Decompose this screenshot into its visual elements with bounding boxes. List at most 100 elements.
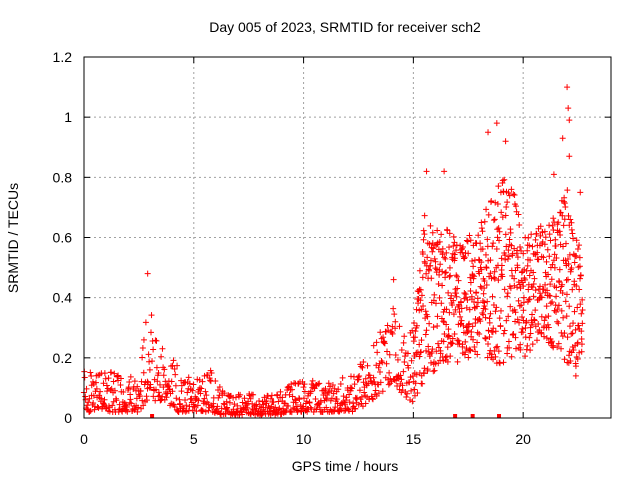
data-point xyxy=(417,286,424,293)
data-point xyxy=(457,299,464,306)
data-point xyxy=(507,303,514,310)
baseline-markers xyxy=(150,414,502,418)
y-tick-label: 0 xyxy=(64,410,72,426)
data-point xyxy=(501,327,508,334)
data-point xyxy=(316,380,323,387)
data-point xyxy=(496,237,503,244)
data-point xyxy=(420,236,427,243)
data-point xyxy=(355,376,362,383)
data-point xyxy=(480,290,487,297)
data-point xyxy=(440,318,447,325)
data-point xyxy=(131,406,138,413)
data-point xyxy=(540,286,547,293)
data-point xyxy=(540,254,547,261)
data-point xyxy=(362,400,369,407)
data-point xyxy=(429,346,436,353)
data-point xyxy=(431,291,438,298)
data-point xyxy=(375,390,382,397)
data-point xyxy=(537,283,544,290)
data-point xyxy=(563,277,570,284)
data-point xyxy=(487,310,494,317)
data-point xyxy=(491,268,498,275)
data-point xyxy=(507,229,514,236)
data-point xyxy=(263,397,270,404)
data-point xyxy=(420,369,427,376)
data-point xyxy=(478,225,485,232)
data-point xyxy=(435,280,442,287)
data-point xyxy=(397,372,404,379)
data-point xyxy=(466,232,473,239)
data-point xyxy=(268,403,275,410)
data-point xyxy=(508,353,515,360)
data-point xyxy=(564,334,571,341)
data-point xyxy=(258,411,265,418)
data-point xyxy=(93,385,100,392)
data-point xyxy=(446,230,453,237)
data-point xyxy=(477,283,484,290)
data-point xyxy=(468,293,475,300)
data-point xyxy=(450,297,457,304)
data-point xyxy=(191,403,198,410)
data-point xyxy=(503,317,510,324)
data-point xyxy=(452,290,459,297)
data-point xyxy=(384,348,391,355)
data-point xyxy=(535,320,542,327)
data-point xyxy=(384,322,391,329)
data-point xyxy=(416,353,423,360)
data-point xyxy=(542,314,549,321)
data-point xyxy=(401,333,408,340)
data-point xyxy=(426,320,433,327)
data-point xyxy=(394,356,401,363)
data-point xyxy=(358,363,365,370)
data-point xyxy=(428,350,435,357)
baseline-marker xyxy=(150,414,155,418)
y-tick-label: 0.6 xyxy=(53,230,73,246)
data-point xyxy=(570,235,577,242)
data-point xyxy=(476,330,483,337)
data-point xyxy=(178,388,185,395)
data-point xyxy=(556,279,563,286)
data-point xyxy=(105,375,112,382)
data-point xyxy=(110,378,117,385)
data-point xyxy=(378,335,385,342)
data-point xyxy=(567,216,574,223)
data-point-peak xyxy=(572,372,579,379)
data-point xyxy=(243,402,250,409)
data-point xyxy=(573,253,580,260)
data-point xyxy=(239,411,246,418)
data-point xyxy=(398,347,405,354)
data-point xyxy=(505,189,512,196)
data-point xyxy=(424,313,431,320)
data-point xyxy=(520,307,527,314)
data-point xyxy=(301,381,308,388)
data-point xyxy=(221,390,228,397)
data-point xyxy=(578,336,585,343)
data-point xyxy=(150,393,157,400)
data-point xyxy=(249,400,256,407)
data-point xyxy=(237,391,244,398)
data-point xyxy=(395,375,402,382)
data-point xyxy=(369,396,376,403)
data-point xyxy=(513,345,520,352)
data-point xyxy=(494,200,501,207)
data-point xyxy=(417,349,424,356)
data-point xyxy=(517,346,524,353)
data-point xyxy=(547,293,554,300)
data-point xyxy=(414,389,421,396)
data-point xyxy=(432,265,439,272)
data-point xyxy=(467,279,474,286)
data-point xyxy=(147,329,154,336)
data-point xyxy=(147,384,154,391)
data-point xyxy=(492,353,499,360)
data-point xyxy=(547,237,554,244)
data-point xyxy=(352,405,359,412)
data-point xyxy=(422,308,429,315)
data-point xyxy=(561,216,568,223)
data-point xyxy=(140,402,147,409)
data-point xyxy=(417,348,424,355)
data-point xyxy=(430,245,437,252)
data-point xyxy=(494,234,501,241)
data-point xyxy=(377,329,384,336)
data-point xyxy=(198,385,205,392)
data-point xyxy=(381,340,388,347)
